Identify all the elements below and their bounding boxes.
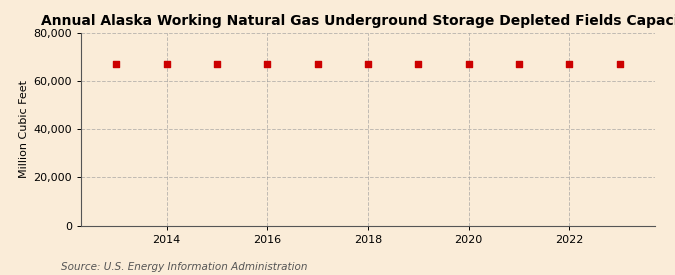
Title: Annual Alaska Working Natural Gas Underground Storage Depleted Fields Capacity: Annual Alaska Working Natural Gas Underg… (41, 14, 675, 28)
Y-axis label: Million Cubic Feet: Million Cubic Feet (19, 80, 29, 178)
Point (614, 62, 625, 66)
Point (312, 62, 323, 66)
Point (413, 62, 424, 66)
Point (211, 62, 222, 66)
Point (262, 62, 273, 66)
Point (161, 62, 172, 66)
Text: Source: U.S. Energy Information Administration: Source: U.S. Energy Information Administ… (61, 262, 307, 272)
Point (463, 62, 474, 66)
Point (564, 62, 574, 66)
Point (362, 62, 373, 66)
Point (514, 62, 524, 66)
Point (111, 62, 122, 66)
